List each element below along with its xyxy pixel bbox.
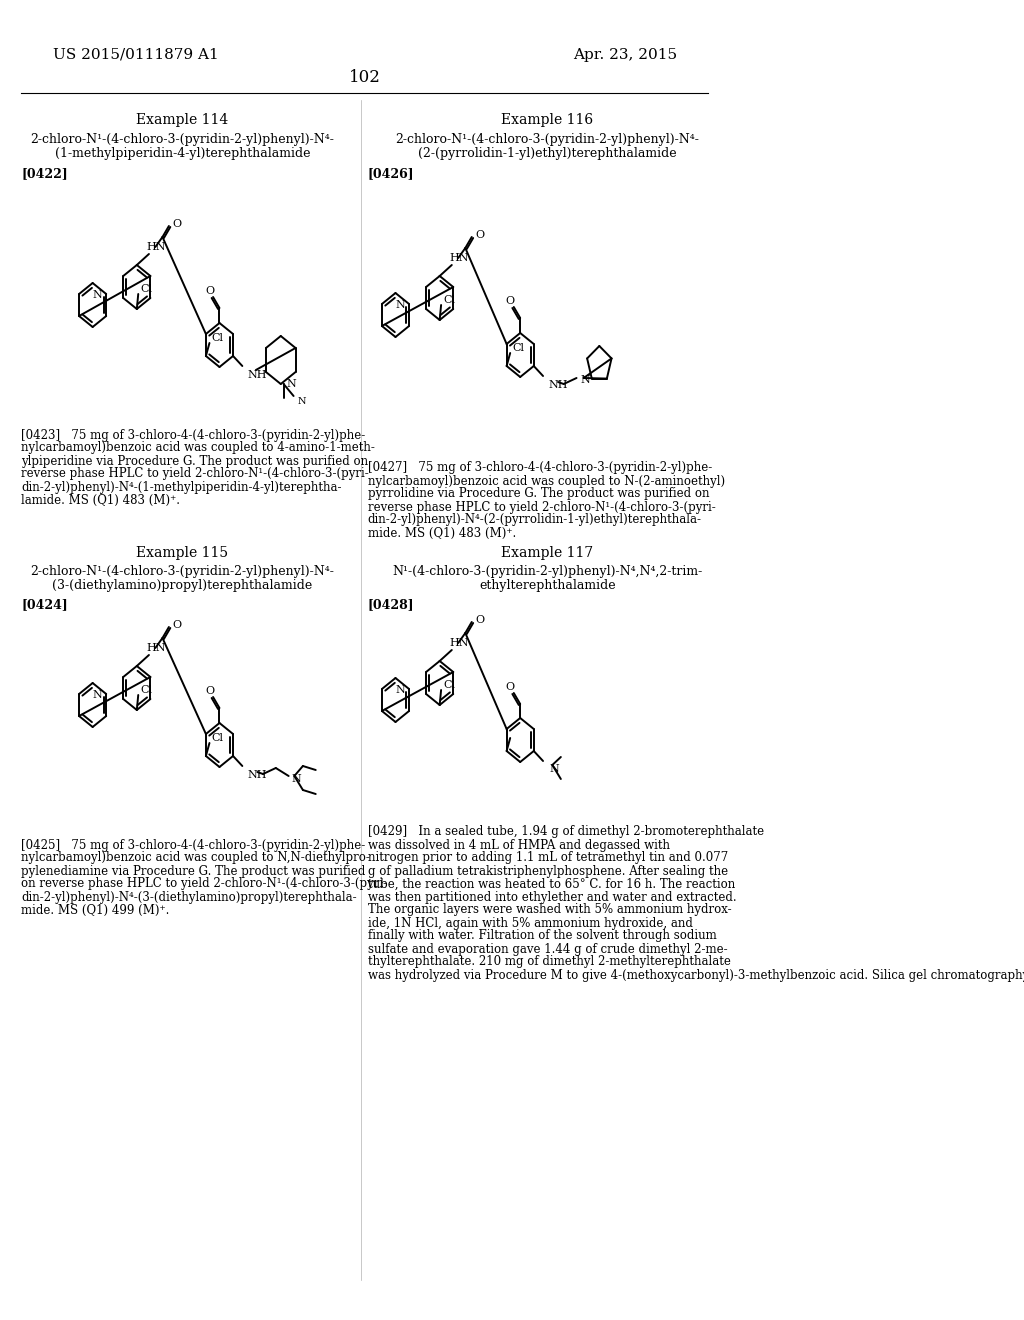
Text: [0423]   75 mg of 3-chloro-4-(4-chloro-3-(pyridin-2-yl)phe-: [0423] 75 mg of 3-chloro-4-(4-chloro-3-(… bbox=[22, 429, 366, 441]
Text: O: O bbox=[205, 286, 214, 296]
Text: [0426]: [0426] bbox=[368, 168, 415, 181]
Text: N: N bbox=[298, 397, 306, 407]
Text: The organic layers were washed with 5% ammonium hydrox-: The organic layers were washed with 5% a… bbox=[368, 903, 731, 916]
Text: NH: NH bbox=[248, 770, 267, 780]
Text: N: N bbox=[292, 774, 301, 784]
Text: NH: NH bbox=[548, 380, 567, 389]
Text: ide, 1N HCl, again with 5% ammonium hydroxide, and: ide, 1N HCl, again with 5% ammonium hydr… bbox=[368, 916, 692, 929]
Text: on reverse phase HPLC to yield 2-chloro-N¹-(4-chloro-3-(pyri-: on reverse phase HPLC to yield 2-chloro-… bbox=[22, 878, 387, 891]
Text: 2-chloro-N¹-(4-chloro-3-(pyridin-2-yl)phenyl)-N⁴-: 2-chloro-N¹-(4-chloro-3-(pyridin-2-yl)ph… bbox=[31, 133, 335, 147]
Text: Example 114: Example 114 bbox=[136, 114, 228, 127]
Text: 2-chloro-N¹-(4-chloro-3-(pyridin-2-yl)phenyl)-N⁴-: 2-chloro-N¹-(4-chloro-3-(pyridin-2-yl)ph… bbox=[31, 565, 335, 578]
Text: [0429]   In a sealed tube, 1.94 g of dimethyl 2-bromoterephthalate: [0429] In a sealed tube, 1.94 g of dimet… bbox=[368, 825, 764, 838]
Text: N: N bbox=[93, 690, 102, 700]
Text: reverse phase HPLC to yield 2-chloro-N¹-(4-chloro-3-(pyri-: reverse phase HPLC to yield 2-chloro-N¹-… bbox=[368, 500, 716, 513]
Text: Example 116: Example 116 bbox=[501, 114, 593, 127]
Text: N¹-(4-chloro-3-(pyridin-2-yl)phenyl)-N⁴,N⁴,2-trim-: N¹-(4-chloro-3-(pyridin-2-yl)phenyl)-N⁴,… bbox=[392, 565, 702, 578]
Text: N: N bbox=[93, 290, 102, 300]
Text: (2-(pyrrolidin-1-yl)ethyl)terephthalamide: (2-(pyrrolidin-1-yl)ethyl)terephthalamid… bbox=[418, 148, 677, 161]
Text: was dissolved in 4 mL of HMPA and degassed with: was dissolved in 4 mL of HMPA and degass… bbox=[368, 838, 670, 851]
Text: O: O bbox=[506, 682, 515, 692]
Text: din-2-yl)phenyl)-N⁴-(1-methylpiperidin-4-yl)terephtha-: din-2-yl)phenyl)-N⁴-(1-methylpiperidin-4… bbox=[22, 480, 342, 494]
Text: was hydrolyzed via Procedure M to give 4-(methoxycarbonyl)-3-methylbenzoic acid.: was hydrolyzed via Procedure M to give 4… bbox=[368, 969, 1024, 982]
Text: nylcarbamoyl)benzoic acid was coupled to N,N-diethylpro-: nylcarbamoyl)benzoic acid was coupled to… bbox=[22, 851, 371, 865]
Text: O: O bbox=[172, 620, 181, 630]
Text: Apr. 23, 2015: Apr. 23, 2015 bbox=[572, 48, 677, 62]
Text: Cl: Cl bbox=[212, 333, 223, 343]
Text: lamide. MS (Q1) 483 (M)⁺.: lamide. MS (Q1) 483 (M)⁺. bbox=[22, 494, 180, 507]
Text: [0428]: [0428] bbox=[368, 598, 415, 611]
Text: nylcarbamoyl)benzoic acid was coupled to N-(2-aminoethyl): nylcarbamoyl)benzoic acid was coupled to… bbox=[368, 474, 725, 487]
Text: N: N bbox=[395, 300, 406, 310]
Text: Example 117: Example 117 bbox=[501, 546, 593, 560]
Text: Example 115: Example 115 bbox=[136, 546, 228, 560]
Text: 102: 102 bbox=[349, 70, 381, 87]
Text: O: O bbox=[205, 686, 214, 696]
Text: [0424]: [0424] bbox=[22, 598, 69, 611]
Text: (3-(diethylamino)propyl)terephthalamide: (3-(diethylamino)propyl)terephthalamide bbox=[52, 578, 312, 591]
Text: din-2-yl)phenyl)-N⁴-(3-(diethylamino)propyl)terephthala-: din-2-yl)phenyl)-N⁴-(3-(diethylamino)pro… bbox=[22, 891, 357, 903]
Text: HN: HN bbox=[450, 638, 469, 648]
Text: US 2015/0111879 A1: US 2015/0111879 A1 bbox=[53, 48, 219, 62]
Text: pylenediamine via Procedure G. The product was purified: pylenediamine via Procedure G. The produ… bbox=[22, 865, 366, 878]
Text: Cl: Cl bbox=[140, 685, 153, 696]
Text: O: O bbox=[506, 296, 515, 306]
Text: ethylterephthalamide: ethylterephthalamide bbox=[479, 578, 615, 591]
Text: Cl: Cl bbox=[443, 680, 456, 690]
Text: thylterephthalate. 210 mg of dimethyl 2-methylterephthalate: thylterephthalate. 210 mg of dimethyl 2-… bbox=[368, 956, 730, 969]
Text: tube, the reaction was heated to 65° C. for 16 h. The reaction: tube, the reaction was heated to 65° C. … bbox=[368, 878, 735, 891]
Text: sulfate and evaporation gave 1.44 g of crude dimethyl 2-me-: sulfate and evaporation gave 1.44 g of c… bbox=[368, 942, 727, 956]
Text: N: N bbox=[580, 375, 590, 385]
Text: was then partitioned into ethylether and water and extracted.: was then partitioned into ethylether and… bbox=[368, 891, 736, 903]
Text: O: O bbox=[172, 219, 181, 228]
Text: finally with water. Filtration of the solvent through sodium: finally with water. Filtration of the so… bbox=[368, 929, 717, 942]
Text: din-2-yl)phenyl)-N⁴-(2-(pyrrolidin-1-yl)ethyl)terephthala-: din-2-yl)phenyl)-N⁴-(2-(pyrrolidin-1-yl)… bbox=[368, 513, 701, 527]
Text: mide. MS (Q1) 483 (M)⁺.: mide. MS (Q1) 483 (M)⁺. bbox=[368, 527, 516, 540]
Text: N: N bbox=[550, 764, 559, 774]
Text: [0422]: [0422] bbox=[22, 168, 69, 181]
Text: g of palladium tetrakistriphenylphosphene. After sealing the: g of palladium tetrakistriphenylphosphen… bbox=[368, 865, 728, 878]
Text: ylpiperidine via Procedure G. The product was purified on: ylpiperidine via Procedure G. The produc… bbox=[22, 454, 369, 467]
Text: Cl: Cl bbox=[140, 284, 153, 294]
Text: mide. MS (Q1) 499 (M)⁺.: mide. MS (Q1) 499 (M)⁺. bbox=[22, 903, 170, 916]
Text: nylcarbamoyl)benzoic acid was coupled to 4-amino-1-meth-: nylcarbamoyl)benzoic acid was coupled to… bbox=[22, 441, 375, 454]
Text: Cl: Cl bbox=[212, 733, 223, 743]
Text: O: O bbox=[475, 230, 484, 240]
Text: HN: HN bbox=[450, 253, 469, 263]
Text: NH: NH bbox=[248, 370, 267, 380]
Text: nitrogen prior to adding 1.1 mL of tetramethyl tin and 0.077: nitrogen prior to adding 1.1 mL of tetra… bbox=[368, 851, 728, 865]
Text: O: O bbox=[475, 615, 484, 624]
Text: HN: HN bbox=[146, 643, 166, 653]
Text: [0425]   75 mg of 3-chloro-4-(4-chloro-3-(pyridin-2-yl)phe-: [0425] 75 mg of 3-chloro-4-(4-chloro-3-(… bbox=[22, 838, 366, 851]
Text: reverse phase HPLC to yield 2-chloro-N¹-(4-chloro-3-(pyri-: reverse phase HPLC to yield 2-chloro-N¹-… bbox=[22, 467, 369, 480]
Text: pyrrolidine via Procedure G. The product was purified on: pyrrolidine via Procedure G. The product… bbox=[368, 487, 710, 500]
Text: HN: HN bbox=[146, 242, 166, 252]
Text: 2-chloro-N¹-(4-chloro-3-(pyridin-2-yl)phenyl)-N⁴-: 2-chloro-N¹-(4-chloro-3-(pyridin-2-yl)ph… bbox=[395, 133, 699, 147]
Text: [0427]   75 mg of 3-chloro-4-(4-chloro-3-(pyridin-2-yl)phe-: [0427] 75 mg of 3-chloro-4-(4-chloro-3-(… bbox=[368, 462, 712, 474]
Text: Cl: Cl bbox=[512, 343, 524, 352]
Text: N: N bbox=[287, 379, 296, 389]
Text: N: N bbox=[395, 685, 406, 696]
Text: (1-methylpiperidin-4-yl)terephthalamide: (1-methylpiperidin-4-yl)terephthalamide bbox=[54, 148, 310, 161]
Text: Cl: Cl bbox=[443, 294, 456, 305]
